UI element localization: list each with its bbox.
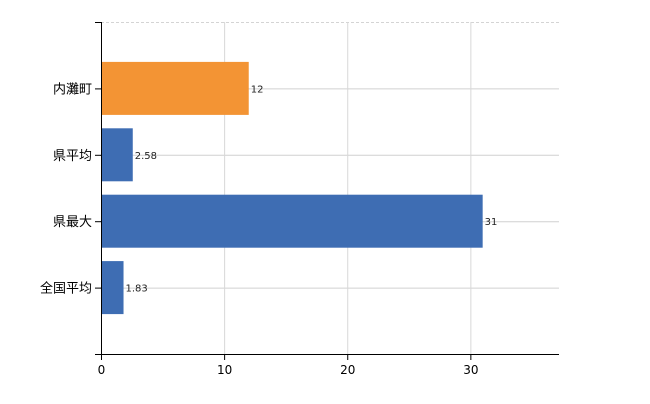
bar [101, 194, 483, 248]
x-tick-label: 0 [98, 363, 106, 377]
data-label: 1.83 [126, 284, 148, 295]
x-tick-label: 20 [340, 363, 355, 377]
data-label: 2.58 [135, 151, 157, 162]
category-label: 内灘町 [53, 81, 92, 97]
category-label: 全国平均 [40, 281, 92, 297]
bar [101, 128, 133, 182]
data-label: 31 [485, 217, 498, 228]
x-tick-label: 30 [463, 363, 478, 377]
x-tick-label: 10 [217, 363, 232, 377]
bar [101, 61, 249, 115]
category-label: 県最大 [53, 215, 92, 230]
data-label: 12 [251, 84, 264, 95]
bar [101, 261, 124, 315]
category-label: 県平均 [53, 149, 92, 164]
